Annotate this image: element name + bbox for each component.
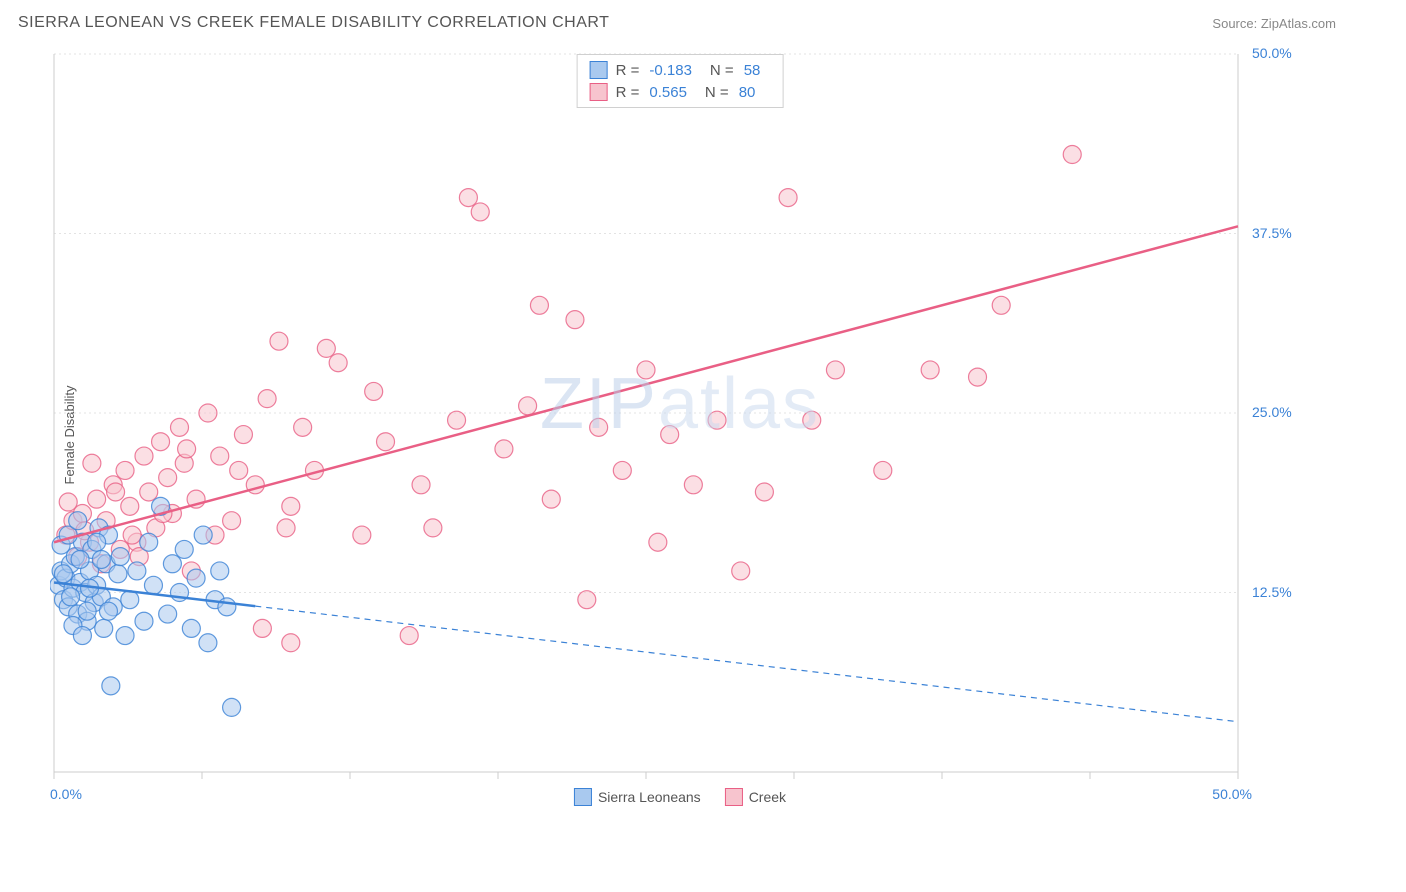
legend-swatch-icon xyxy=(574,788,592,806)
series-legend: Sierra Leoneans Creek xyxy=(574,788,786,806)
legend-row-series1: R = -0.183 N = 58 xyxy=(590,59,771,81)
axis-tick-label: 50.0% xyxy=(1212,786,1252,802)
legend-row-series2: R = 0.565 N = 80 xyxy=(590,81,771,103)
axis-tick-label: 37.5% xyxy=(1252,225,1292,241)
plot-svg xyxy=(50,50,1310,820)
scatter-chart: Female Disability R = -0.183 N = 58 R = … xyxy=(50,50,1310,820)
source-link[interactable]: ZipAtlas.com xyxy=(1261,16,1336,31)
legend-item-creek: Creek xyxy=(725,788,786,806)
legend-swatch-icon xyxy=(590,83,608,101)
axis-tick-label: 50.0% xyxy=(1252,45,1292,61)
correlation-legend: R = -0.183 N = 58 R = 0.565 N = 80 xyxy=(577,54,784,108)
legend-swatch-icon xyxy=(725,788,743,806)
legend-item-sierra: Sierra Leoneans xyxy=(574,788,701,806)
axis-tick-label: 25.0% xyxy=(1252,404,1292,420)
legend-swatch-icon xyxy=(590,61,608,79)
axis-tick-label: 12.5% xyxy=(1252,584,1292,600)
chart-title: SIERRA LEONEAN VS CREEK FEMALE DISABILIT… xyxy=(18,14,609,32)
source-attribution: Source: ZipAtlas.com xyxy=(1212,16,1336,31)
axis-tick-label: 0.0% xyxy=(50,786,82,802)
